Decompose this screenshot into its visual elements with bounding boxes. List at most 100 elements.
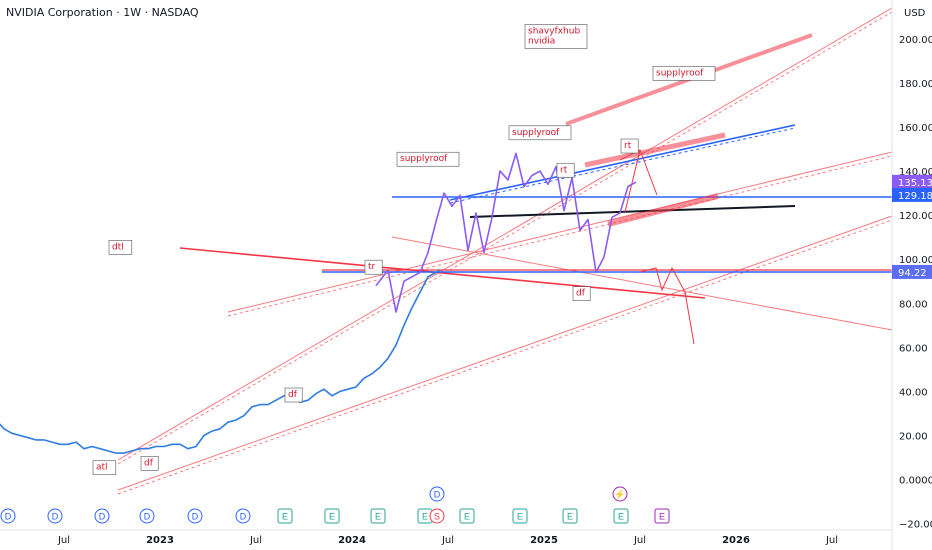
event-marker[interactable]: D: [187, 508, 203, 524]
annotation-label: df: [284, 387, 303, 403]
price-badge-label: 129.18: [898, 191, 932, 202]
annotation-label: supplyroof: [396, 151, 460, 167]
price-badge: 94.22: [892, 264, 932, 279]
annotation-text: shavyfxhub: [528, 26, 580, 36]
event-marker[interactable]: D: [94, 508, 110, 524]
event-marker[interactable]: E: [562, 508, 578, 524]
event-marker[interactable]: D: [47, 508, 63, 524]
upper-channel-line: [117, 7, 893, 461]
supplyroof-band-mid: [607, 193, 719, 227]
annotation-text: nvidia: [528, 36, 555, 46]
x-tick-label: 2026: [722, 535, 750, 546]
annotation-text: supplyroof: [656, 68, 704, 78]
annotation-text: atl: [96, 463, 108, 473]
x-tick-label: 2025: [530, 535, 558, 546]
annotation-label: df: [572, 286, 591, 301]
event-marker[interactable]: E: [613, 508, 629, 524]
x-tick-label: Jul: [249, 535, 262, 546]
event-marker-label: D: [144, 512, 151, 522]
x-axis: Jul 2023 Jul 2024 Jul 2025 Jul 2026 Jul: [0, 529, 892, 546]
annotation-text: supplyroof: [512, 128, 560, 138]
event-marker[interactable]: E: [654, 508, 670, 524]
y-tick-label: 60.00: [899, 343, 928, 354]
annotation-text: df: [144, 458, 154, 468]
event-marker-label: D: [5, 512, 12, 522]
annotation-label: rt: [556, 162, 575, 178]
annotation-label: atl: [92, 460, 117, 476]
x-tick-label: Jul: [825, 535, 838, 546]
y-tick-label: 140.00: [899, 167, 932, 178]
event-marker[interactable]: D: [0, 508, 16, 524]
pattern-line: [375, 152, 637, 313]
event-marker-label: E: [659, 512, 665, 522]
event-marker-label: D: [99, 512, 106, 522]
mid-channel-dash: [227, 155, 893, 317]
event-marker-label: E: [618, 512, 624, 522]
annotation-label: rt: [620, 138, 639, 154]
event-marker[interactable]: ⚡: [612, 486, 628, 502]
price-badge: 135.13: [892, 174, 932, 189]
currency-label: USD: [904, 8, 926, 19]
y-tick-label: 160.00: [899, 123, 932, 134]
projection-df: [639, 266, 695, 345]
mid-channel-line: [227, 151, 893, 313]
annotation-label: dtl: [108, 240, 133, 255]
event-marker[interactable]: D: [429, 486, 445, 502]
x-tick-label: Jul: [57, 535, 70, 546]
event-marker-label: ⚡: [614, 489, 625, 501]
price-badge-label: 135.13: [898, 178, 932, 189]
black-trendline: [469, 205, 796, 218]
lower-channel-line: [117, 215, 893, 491]
descending-line: [391, 236, 893, 331]
y-tick-label: −20.00: [899, 520, 932, 531]
price-badges: 135.13 129.18 94.22: [892, 174, 932, 279]
annotation-text: df: [288, 390, 298, 400]
annotation-label: supplyroof: [652, 66, 716, 81]
x-tick-label: 2023: [146, 535, 174, 546]
annotation-label: tr: [364, 259, 383, 275]
event-marker-label: E: [375, 512, 381, 522]
lower-channel-dash: [117, 219, 893, 495]
event-marker-label: D: [240, 512, 247, 522]
event-marker[interactable]: E: [277, 508, 293, 524]
event-marker-label: D: [434, 490, 441, 500]
y-tick-label: 20.00: [899, 431, 928, 442]
event-marker-label: S: [434, 512, 440, 522]
event-marker[interactable]: E: [324, 508, 340, 524]
event-marker[interactable]: D: [235, 508, 251, 524]
annotation-text: rt: [560, 165, 568, 175]
price-line: [0, 269, 441, 454]
y-tick-label: 100.00: [899, 255, 932, 266]
price-badge-label: 94.22: [898, 268, 927, 279]
event-marker-label: D: [192, 512, 199, 522]
y-tick-label: 180.00: [899, 79, 932, 90]
event-marker[interactable]: E: [459, 508, 475, 524]
projection-rt-up: [624, 149, 641, 213]
x-tick-label: Jul: [633, 535, 646, 546]
price-badge: 129.18: [892, 187, 932, 202]
blue-trendline: [449, 124, 796, 201]
annotation-text: supplyroof: [400, 154, 448, 164]
blue-trendline-dash: [449, 127, 796, 204]
event-marker-label: E: [422, 512, 428, 522]
event-markers: D D D D D D E E E E S E E E ED ⚡E: [0, 486, 670, 524]
annotation-text: tr: [368, 262, 376, 272]
x-tick-label: Jul: [441, 535, 454, 546]
dtl-trendline: [179, 247, 706, 299]
event-marker-label: D: [52, 512, 59, 522]
x-tick-label: 2024: [338, 535, 366, 546]
event-marker-label: E: [329, 512, 335, 522]
event-marker-label: E: [517, 512, 523, 522]
y-tick-label: 80.00: [899, 299, 928, 310]
event-marker[interactable]: E: [370, 508, 386, 524]
annotation-text: df: [576, 289, 586, 299]
supplyroof-band-rt: [584, 132, 726, 168]
annotation-text: rt: [624, 141, 632, 151]
event-marker[interactable]: E: [512, 508, 528, 524]
event-marker[interactable]: D: [139, 508, 155, 524]
event-marker[interactable]: S: [429, 508, 445, 524]
annotation-label: df: [140, 456, 159, 471]
